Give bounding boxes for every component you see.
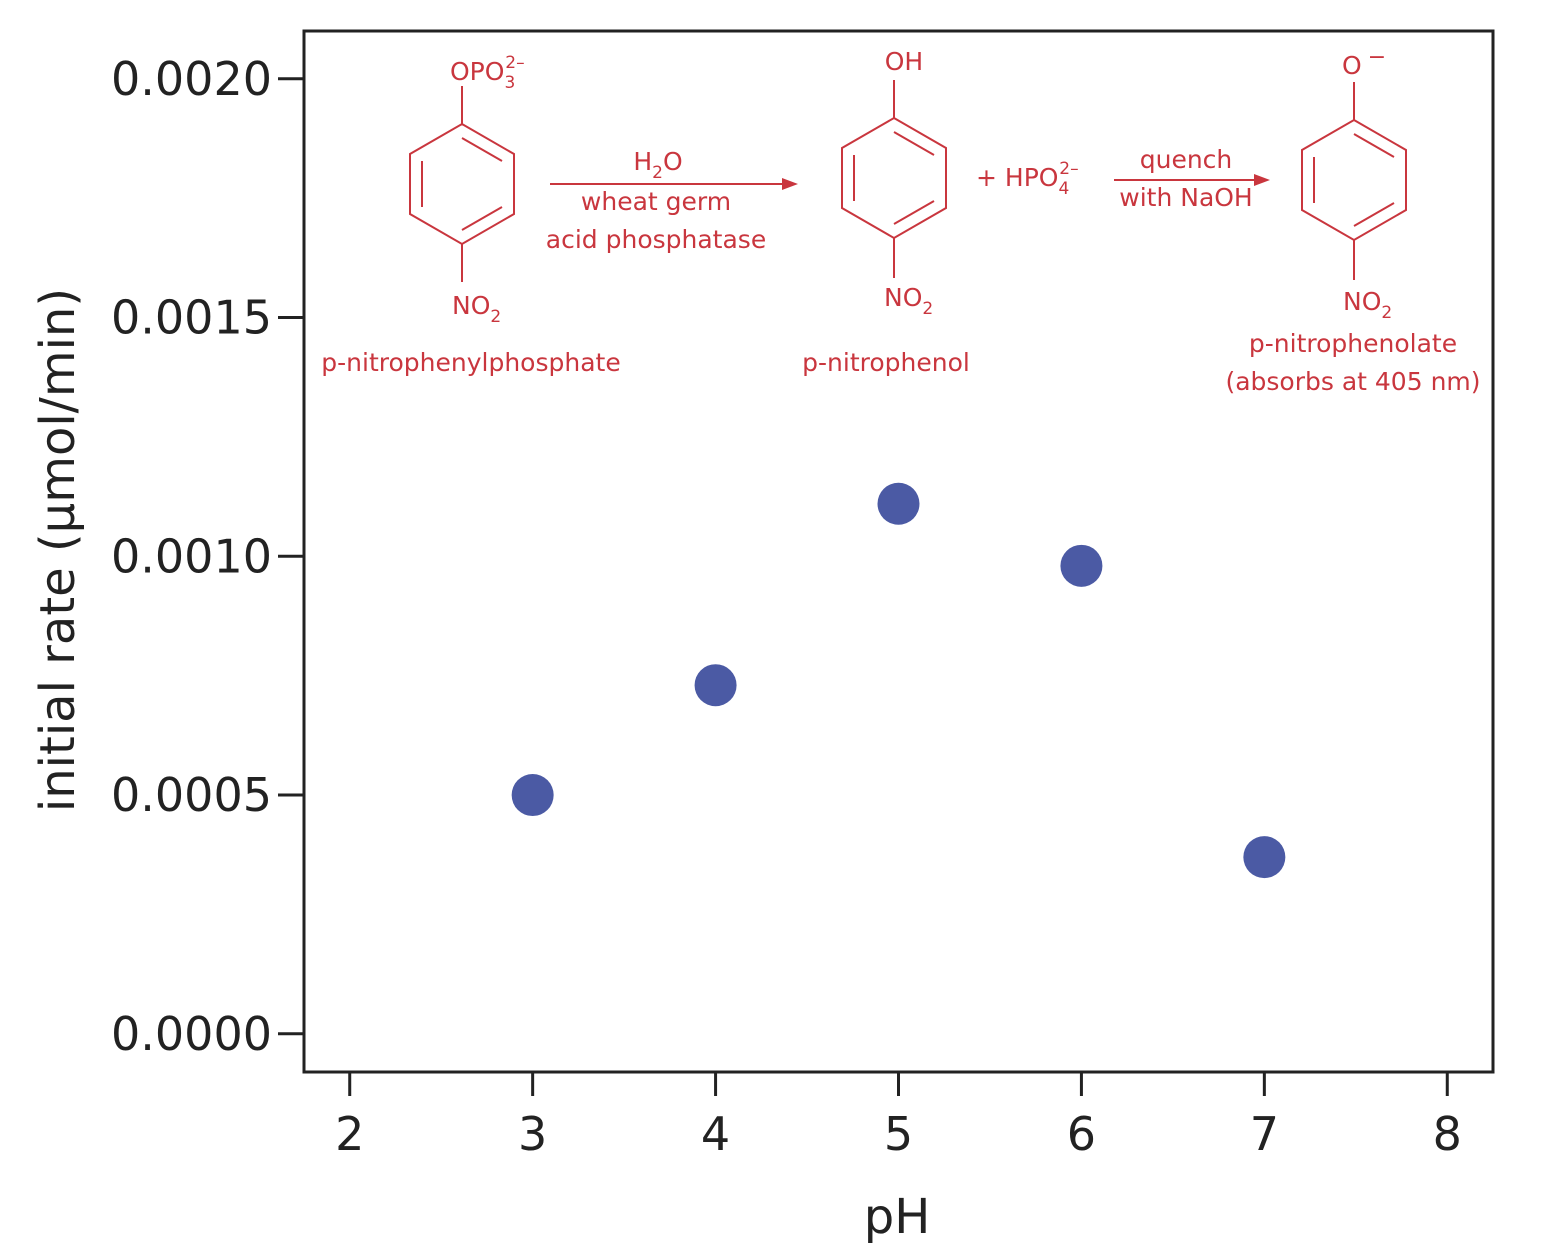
reaction-scheme: OPO32– NO2 p-nitrophenylphosphate H2O wh…: [321, 45, 1480, 396]
y-tick-label: 0.0005: [111, 768, 272, 822]
arrow1-catalyst-line2: acid phosphatase: [546, 225, 766, 254]
y-tick-label: 0.0015: [111, 291, 272, 345]
data-point: [877, 482, 920, 525]
x-tick-label: 7: [1250, 1107, 1279, 1161]
y-tick-label: 0.0020: [111, 52, 272, 106]
y-axis-title: initial rate (μmol/min): [30, 288, 86, 812]
reaction-arrow-2: quench with NaOH: [1114, 145, 1270, 212]
y-axis: 0.0000 0.0005 0.0010 0.0015 0.0020: [111, 52, 304, 1061]
data-point: [1060, 544, 1103, 587]
final-product-name: p-nitrophenolate: [1249, 329, 1457, 358]
x-tick-label: 6: [1067, 1107, 1096, 1161]
final-product-structure: O − NO2 p-nitrophenolate (absorbs at 405 …: [1225, 45, 1480, 396]
product-nitro-group: NO2: [884, 283, 933, 319]
arrow1-reagent: H2O: [633, 147, 682, 183]
data-point: [694, 664, 737, 707]
x-tick-label: 2: [335, 1107, 364, 1161]
arrow1-catalyst-line1: wheat germ: [581, 187, 731, 216]
arrow2-line2: with NaOH: [1119, 183, 1252, 212]
reaction-arrow-1: H2O wheat germ acid phosphatase: [546, 147, 798, 254]
final-nitro-group: NO2: [1343, 287, 1392, 323]
reactant-structure: OPO32– NO2 p-nitrophenylphosphate: [321, 53, 620, 377]
y-tick-label: 0.0000: [111, 1007, 272, 1061]
x-tick-label: 8: [1433, 1107, 1462, 1161]
benzene-ring: [409, 122, 515, 246]
arrow2-line1: quench: [1140, 145, 1233, 174]
y-tick-label: 0.0010: [111, 529, 272, 583]
byproduct-phosphate: + HPO42–: [976, 159, 1079, 199]
data-point: [1243, 836, 1286, 879]
product-structure: OH NO2 p-nitrophenol: [802, 47, 970, 377]
reactant-nitro-group: NO2: [452, 291, 501, 327]
x-tick-label: 4: [701, 1107, 730, 1161]
product-name: p-nitrophenol: [802, 348, 970, 377]
final-product-note: (absorbs at 405 nm): [1225, 367, 1480, 396]
reactant-name: p-nitrophenylphosphate: [321, 348, 620, 377]
data-point: [511, 774, 554, 817]
product-hydroxyl-group: OH: [885, 47, 923, 76]
reactant-top-group: OPO32–: [450, 53, 525, 93]
benzene-ring: [1301, 118, 1407, 242]
x-axis: 2 3 4 5 6 7 8: [335, 1072, 1462, 1161]
final-oxide-group: O −: [1342, 45, 1386, 80]
x-tick-label: 3: [518, 1107, 547, 1161]
benzene-ring: [841, 116, 947, 240]
x-axis-title: pH: [864, 1189, 931, 1245]
x-tick-label: 5: [884, 1107, 913, 1161]
data-series: [511, 482, 1286, 879]
